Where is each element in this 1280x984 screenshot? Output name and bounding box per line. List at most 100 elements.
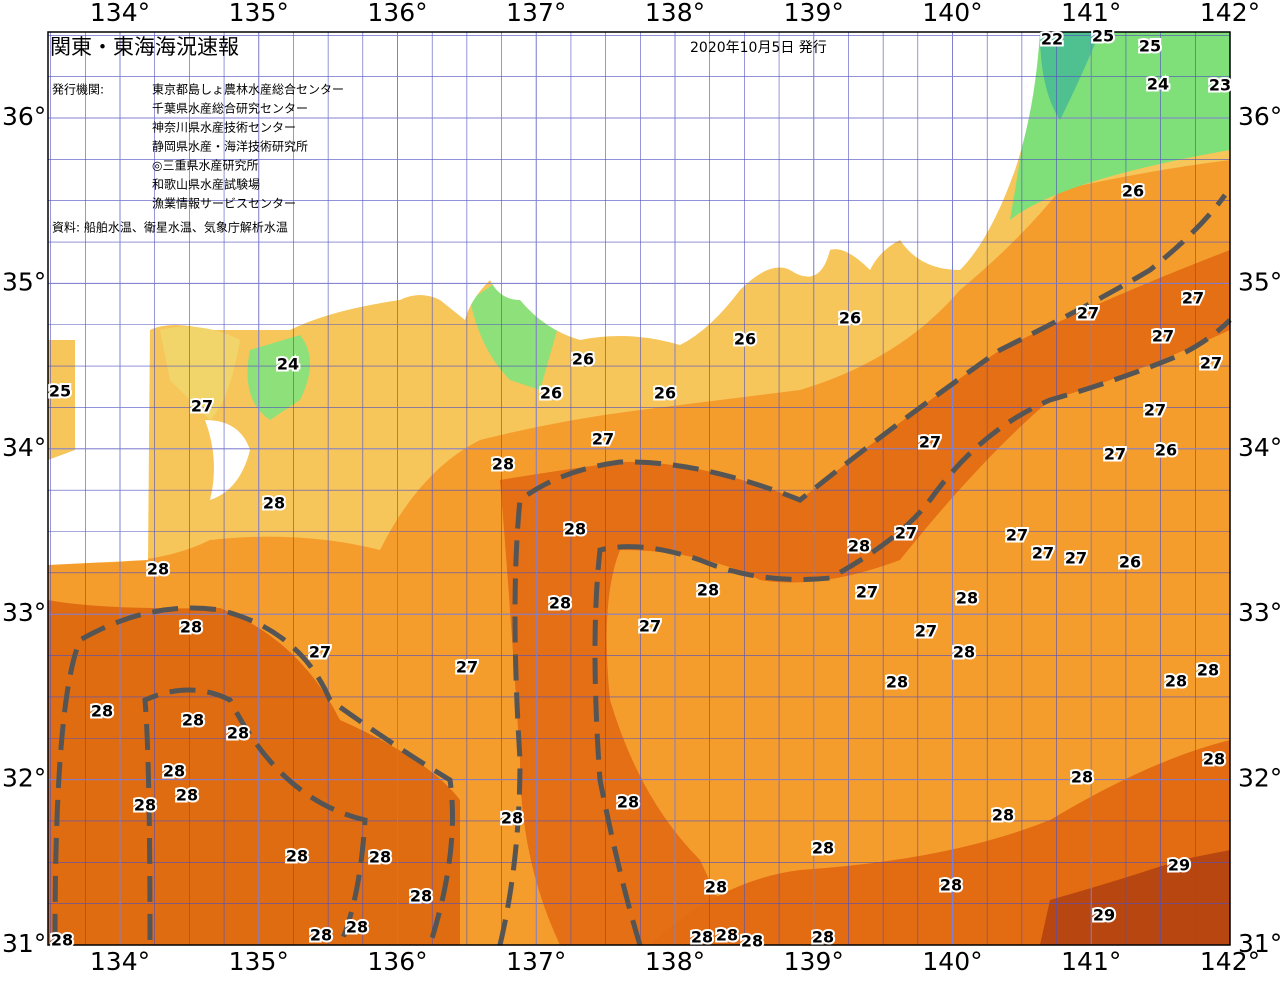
sst-label: 28 <box>564 520 586 539</box>
sst-label: 25 <box>49 382 71 401</box>
sst-label: 28 <box>310 926 332 945</box>
issuer: 神奈川県水産技術センター <box>152 120 296 135</box>
sst-label: 28 <box>1071 768 1093 787</box>
lon-label: 139° <box>784 947 844 976</box>
warm-area <box>500 250 1230 945</box>
issuer: 漁業情報サービスセンター <box>152 197 296 211</box>
sst-label: 27 <box>456 658 478 677</box>
lon-label: 136° <box>367 947 427 976</box>
sst-label: 29 <box>1093 906 1115 925</box>
sst-label: 26 <box>572 350 594 369</box>
sst-label: 26 <box>654 384 676 403</box>
lon-label: 138° <box>645 947 705 976</box>
lon-label: 135° <box>229 947 289 976</box>
sst-label: 28 <box>346 918 368 937</box>
lat-label: 33° <box>1238 598 1280 627</box>
cold-area <box>1040 32 1100 120</box>
sst-label: 28 <box>286 847 308 866</box>
lat-label: 33° <box>2 598 46 627</box>
sst-label: 28 <box>617 793 639 812</box>
sst-label: 27 <box>191 397 213 416</box>
sst-label: 27 <box>639 617 661 636</box>
sst-label: 28 <box>180 618 202 637</box>
title: 関東・東海海況速報 <box>50 35 239 59</box>
sst-label: 26 <box>540 384 562 403</box>
date: 2020年10月5日 発行 <box>690 40 827 56</box>
sst-label: 28 <box>501 809 523 828</box>
sst-label: 27 <box>1182 289 1204 308</box>
sst-label: 27 <box>895 524 917 543</box>
sst-label: 28 <box>182 711 204 730</box>
sst-label: 27 <box>1144 401 1166 420</box>
lat-label: 34° <box>2 433 46 462</box>
sst-label: 28 <box>953 643 975 662</box>
sst-label: 26 <box>1119 553 1141 572</box>
sst-label: 28 <box>1197 661 1219 680</box>
sst-label: 28 <box>741 932 763 951</box>
sst-label: 28 <box>147 560 169 579</box>
sst-label: 26 <box>1122 182 1144 201</box>
sst-label: 28 <box>812 928 834 947</box>
lon-label: 136° <box>367 0 427 27</box>
sst-label: 28 <box>263 494 285 513</box>
sst-label: 28 <box>91 702 113 721</box>
sst-label: 22 <box>1041 30 1063 49</box>
sst-label: 28 <box>369 848 391 867</box>
lat-label: 35° <box>2 267 46 296</box>
lon-label: 140° <box>922 0 982 27</box>
lat-label: 31° <box>1238 929 1280 958</box>
sst-label: 28 <box>812 839 834 858</box>
issuer: 和歌山県水産試験場 <box>152 177 260 192</box>
sst-label: 24 <box>1147 75 1169 94</box>
sst-label: 28 <box>227 724 249 743</box>
sst-label: 27 <box>1006 526 1028 545</box>
sst-label: 27 <box>309 643 331 662</box>
sst-label: 23 <box>1209 76 1231 95</box>
sst-label: 28 <box>992 806 1014 825</box>
sst-label: 28 <box>134 796 156 815</box>
issuer: 千葉県水産総合研究センター <box>152 101 308 116</box>
lon-label: 139° <box>784 0 844 27</box>
sst-label: 28 <box>176 786 198 805</box>
sst-label: 28 <box>848 537 870 556</box>
current-axis <box>52 193 1232 947</box>
sst-label: 28 <box>163 762 185 781</box>
issuer: ◎三重県水産研究所 <box>152 158 258 173</box>
lat-label: 34° <box>1238 433 1280 462</box>
lon-label: 134° <box>90 947 150 976</box>
sst-label: 25 <box>1092 27 1114 46</box>
lon-label: 142° <box>1200 0 1260 27</box>
sst-label: 28 <box>697 581 719 600</box>
sst-label: 26 <box>839 309 861 328</box>
land <box>48 32 1040 565</box>
sst-label: 27 <box>1104 445 1126 464</box>
sst-label: 24 <box>277 355 299 374</box>
frame <box>47 31 1231 946</box>
sst-label: 28 <box>410 887 432 906</box>
sst-label: 27 <box>1200 354 1222 373</box>
lon-label: 138° <box>645 0 705 27</box>
sst-label: 27 <box>919 433 941 452</box>
sst-label: 28 <box>51 931 73 950</box>
sst-label: 28 <box>940 876 962 895</box>
sst-label: 27 <box>856 583 878 602</box>
lon-label: 134° <box>90 0 150 27</box>
sst-label: 29 <box>1168 856 1190 875</box>
sst-label: 28 <box>1165 672 1187 691</box>
lon-label: 140° <box>922 947 982 976</box>
sst-label: 27 <box>915 622 937 641</box>
cool-area <box>247 335 310 420</box>
cool-coastal <box>160 326 240 420</box>
sst-label: 27 <box>1065 549 1087 568</box>
lon-label: 141° <box>1061 0 1121 27</box>
sst-label: 26 <box>1155 441 1177 460</box>
lon-label: 137° <box>506 947 566 976</box>
sst-label: 28 <box>691 928 713 947</box>
lat-label: 32° <box>2 764 46 793</box>
lat-label: 36° <box>2 102 46 131</box>
lat-label: 35° <box>1238 267 1280 296</box>
issuer-label: 発行機関: <box>52 82 104 97</box>
lat-label: 36° <box>1238 102 1280 131</box>
land <box>205 420 250 500</box>
